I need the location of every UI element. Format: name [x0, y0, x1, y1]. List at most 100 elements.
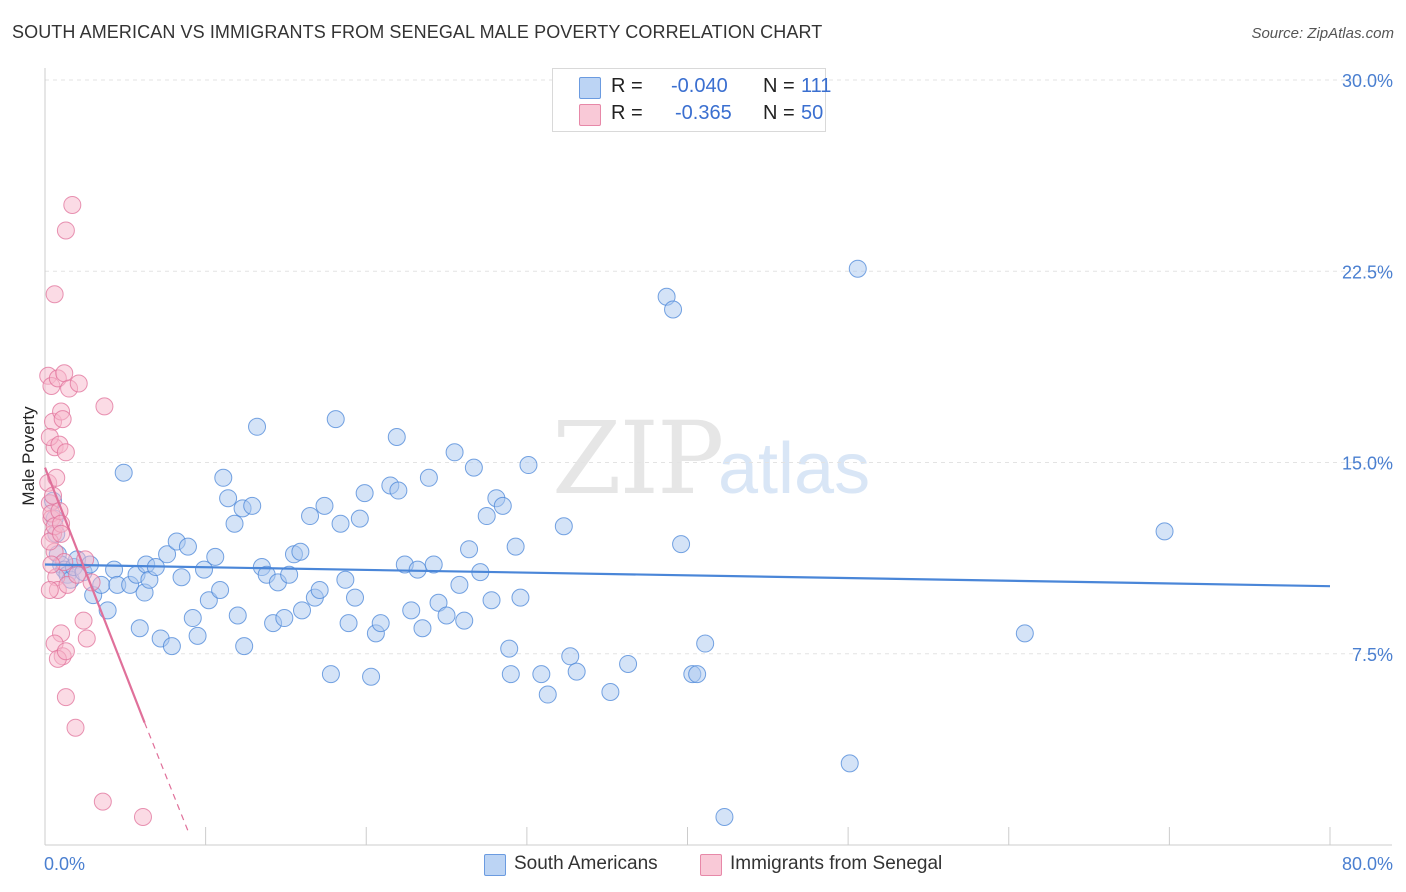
legend-label: Immigrants from Senegal	[730, 853, 943, 874]
point-south-americans	[561, 647, 580, 666]
legend-swatch-blue	[484, 854, 506, 876]
point-south-americans	[183, 609, 202, 628]
trendline-senegal	[43, 467, 146, 724]
point-south-americans	[362, 667, 381, 686]
point-south-americans	[493, 496, 512, 515]
point-south-americans	[315, 496, 334, 515]
point-senegal	[56, 642, 75, 661]
point-south-americans	[464, 458, 483, 477]
y-tick-label: 22.5%	[1342, 262, 1393, 282]
point-south-americans	[350, 509, 369, 528]
point-south-americans	[321, 665, 340, 684]
point-south-americans	[567, 662, 586, 681]
point-senegal	[93, 792, 112, 811]
point-senegal	[56, 443, 75, 462]
point-south-americans	[346, 588, 365, 607]
point-south-americans	[178, 537, 197, 556]
y-tick-label: 30.0%	[1342, 71, 1393, 91]
legend-r-value: -0.040	[671, 75, 728, 97]
point-south-americans	[243, 496, 262, 515]
point-senegal	[95, 397, 114, 416]
point-south-americans	[211, 581, 230, 599]
legend-n-label: N =	[763, 75, 795, 97]
point-south-americans	[506, 537, 525, 556]
point-south-americans	[105, 560, 124, 579]
point-senegal	[53, 410, 72, 429]
point-south-americans	[696, 634, 715, 653]
x-tick-label: 80.0%	[1342, 854, 1393, 874]
watermark-atlas: atlas	[718, 429, 871, 509]
point-south-americans	[389, 481, 408, 500]
point-south-americans	[601, 683, 620, 701]
legend-r-value: -0.365	[675, 102, 732, 124]
point-south-americans	[482, 591, 501, 610]
trendline-senegal-extension	[144, 722, 191, 836]
point-senegal	[66, 718, 85, 737]
point-senegal	[56, 688, 75, 707]
legend-label: South Americans	[514, 853, 658, 874]
point-south-americans	[355, 484, 374, 503]
point-south-americans	[275, 609, 294, 628]
point-south-americans	[291, 542, 310, 561]
legend-series: South Americans Immigrants from Senegal	[0, 850, 1406, 880]
point-south-americans	[225, 514, 244, 533]
point-south-americans	[162, 637, 181, 656]
point-south-americans	[114, 463, 133, 482]
point-south-americans	[437, 606, 456, 625]
point-south-americans	[413, 619, 432, 638]
x-tick-label: 0.0%	[44, 854, 85, 874]
point-south-americans	[848, 259, 867, 278]
point-south-americans	[619, 654, 638, 673]
point-south-americans	[248, 417, 267, 436]
point-senegal	[52, 524, 71, 543]
legend-swatch-pink	[700, 854, 722, 876]
point-south-americans	[188, 626, 207, 645]
legend-swatch-blue	[579, 77, 601, 99]
chart-title: SOUTH AMERICAN VS IMMIGRANTS FROM SENEGA…	[12, 22, 823, 42]
point-south-americans	[219, 489, 238, 508]
point-south-americans	[501, 665, 520, 684]
point-south-americans	[1015, 624, 1034, 643]
y-tick-label: 15.0%	[1342, 454, 1393, 474]
point-south-americans	[336, 570, 355, 589]
trendline-south-americans	[44, 563, 1331, 588]
watermark-zip: ZIP	[552, 400, 724, 517]
point-south-americans	[310, 581, 329, 599]
point-south-americans	[460, 540, 479, 559]
legend-r-label: R =	[611, 102, 643, 124]
point-south-americans	[455, 611, 474, 630]
point-south-americans	[429, 593, 448, 612]
point-south-americans	[424, 555, 443, 574]
point-south-americans	[538, 685, 557, 704]
legend-swatch-pink	[579, 104, 601, 126]
point-senegal	[69, 374, 88, 393]
point-south-americans	[228, 606, 247, 625]
point-senegal	[68, 565, 87, 584]
point-senegal	[45, 285, 64, 304]
point-south-americans	[371, 614, 390, 633]
point-south-americans	[664, 300, 683, 319]
point-south-americans	[840, 754, 859, 773]
point-south-americans	[477, 507, 496, 526]
point-south-americans	[445, 443, 464, 462]
point-south-americans	[326, 410, 345, 429]
point-south-americans	[339, 614, 358, 633]
point-south-americans	[1155, 522, 1174, 541]
point-south-americans	[500, 639, 519, 658]
point-south-americans	[172, 568, 191, 587]
point-south-americans	[402, 601, 421, 620]
point-south-americans	[688, 665, 707, 684]
point-senegal	[74, 611, 93, 630]
point-senegal	[77, 629, 96, 648]
legend-n-value: 111	[801, 75, 832, 97]
point-south-americans	[672, 535, 691, 554]
point-south-americans	[331, 514, 350, 533]
point-senegal	[63, 195, 82, 214]
point-south-americans	[195, 560, 214, 579]
point-south-americans	[280, 565, 299, 584]
point-south-americans	[554, 517, 573, 536]
point-south-americans	[519, 456, 538, 475]
point-south-americans	[199, 591, 218, 610]
point-south-americans	[387, 428, 406, 446]
point-south-americans	[158, 545, 177, 564]
